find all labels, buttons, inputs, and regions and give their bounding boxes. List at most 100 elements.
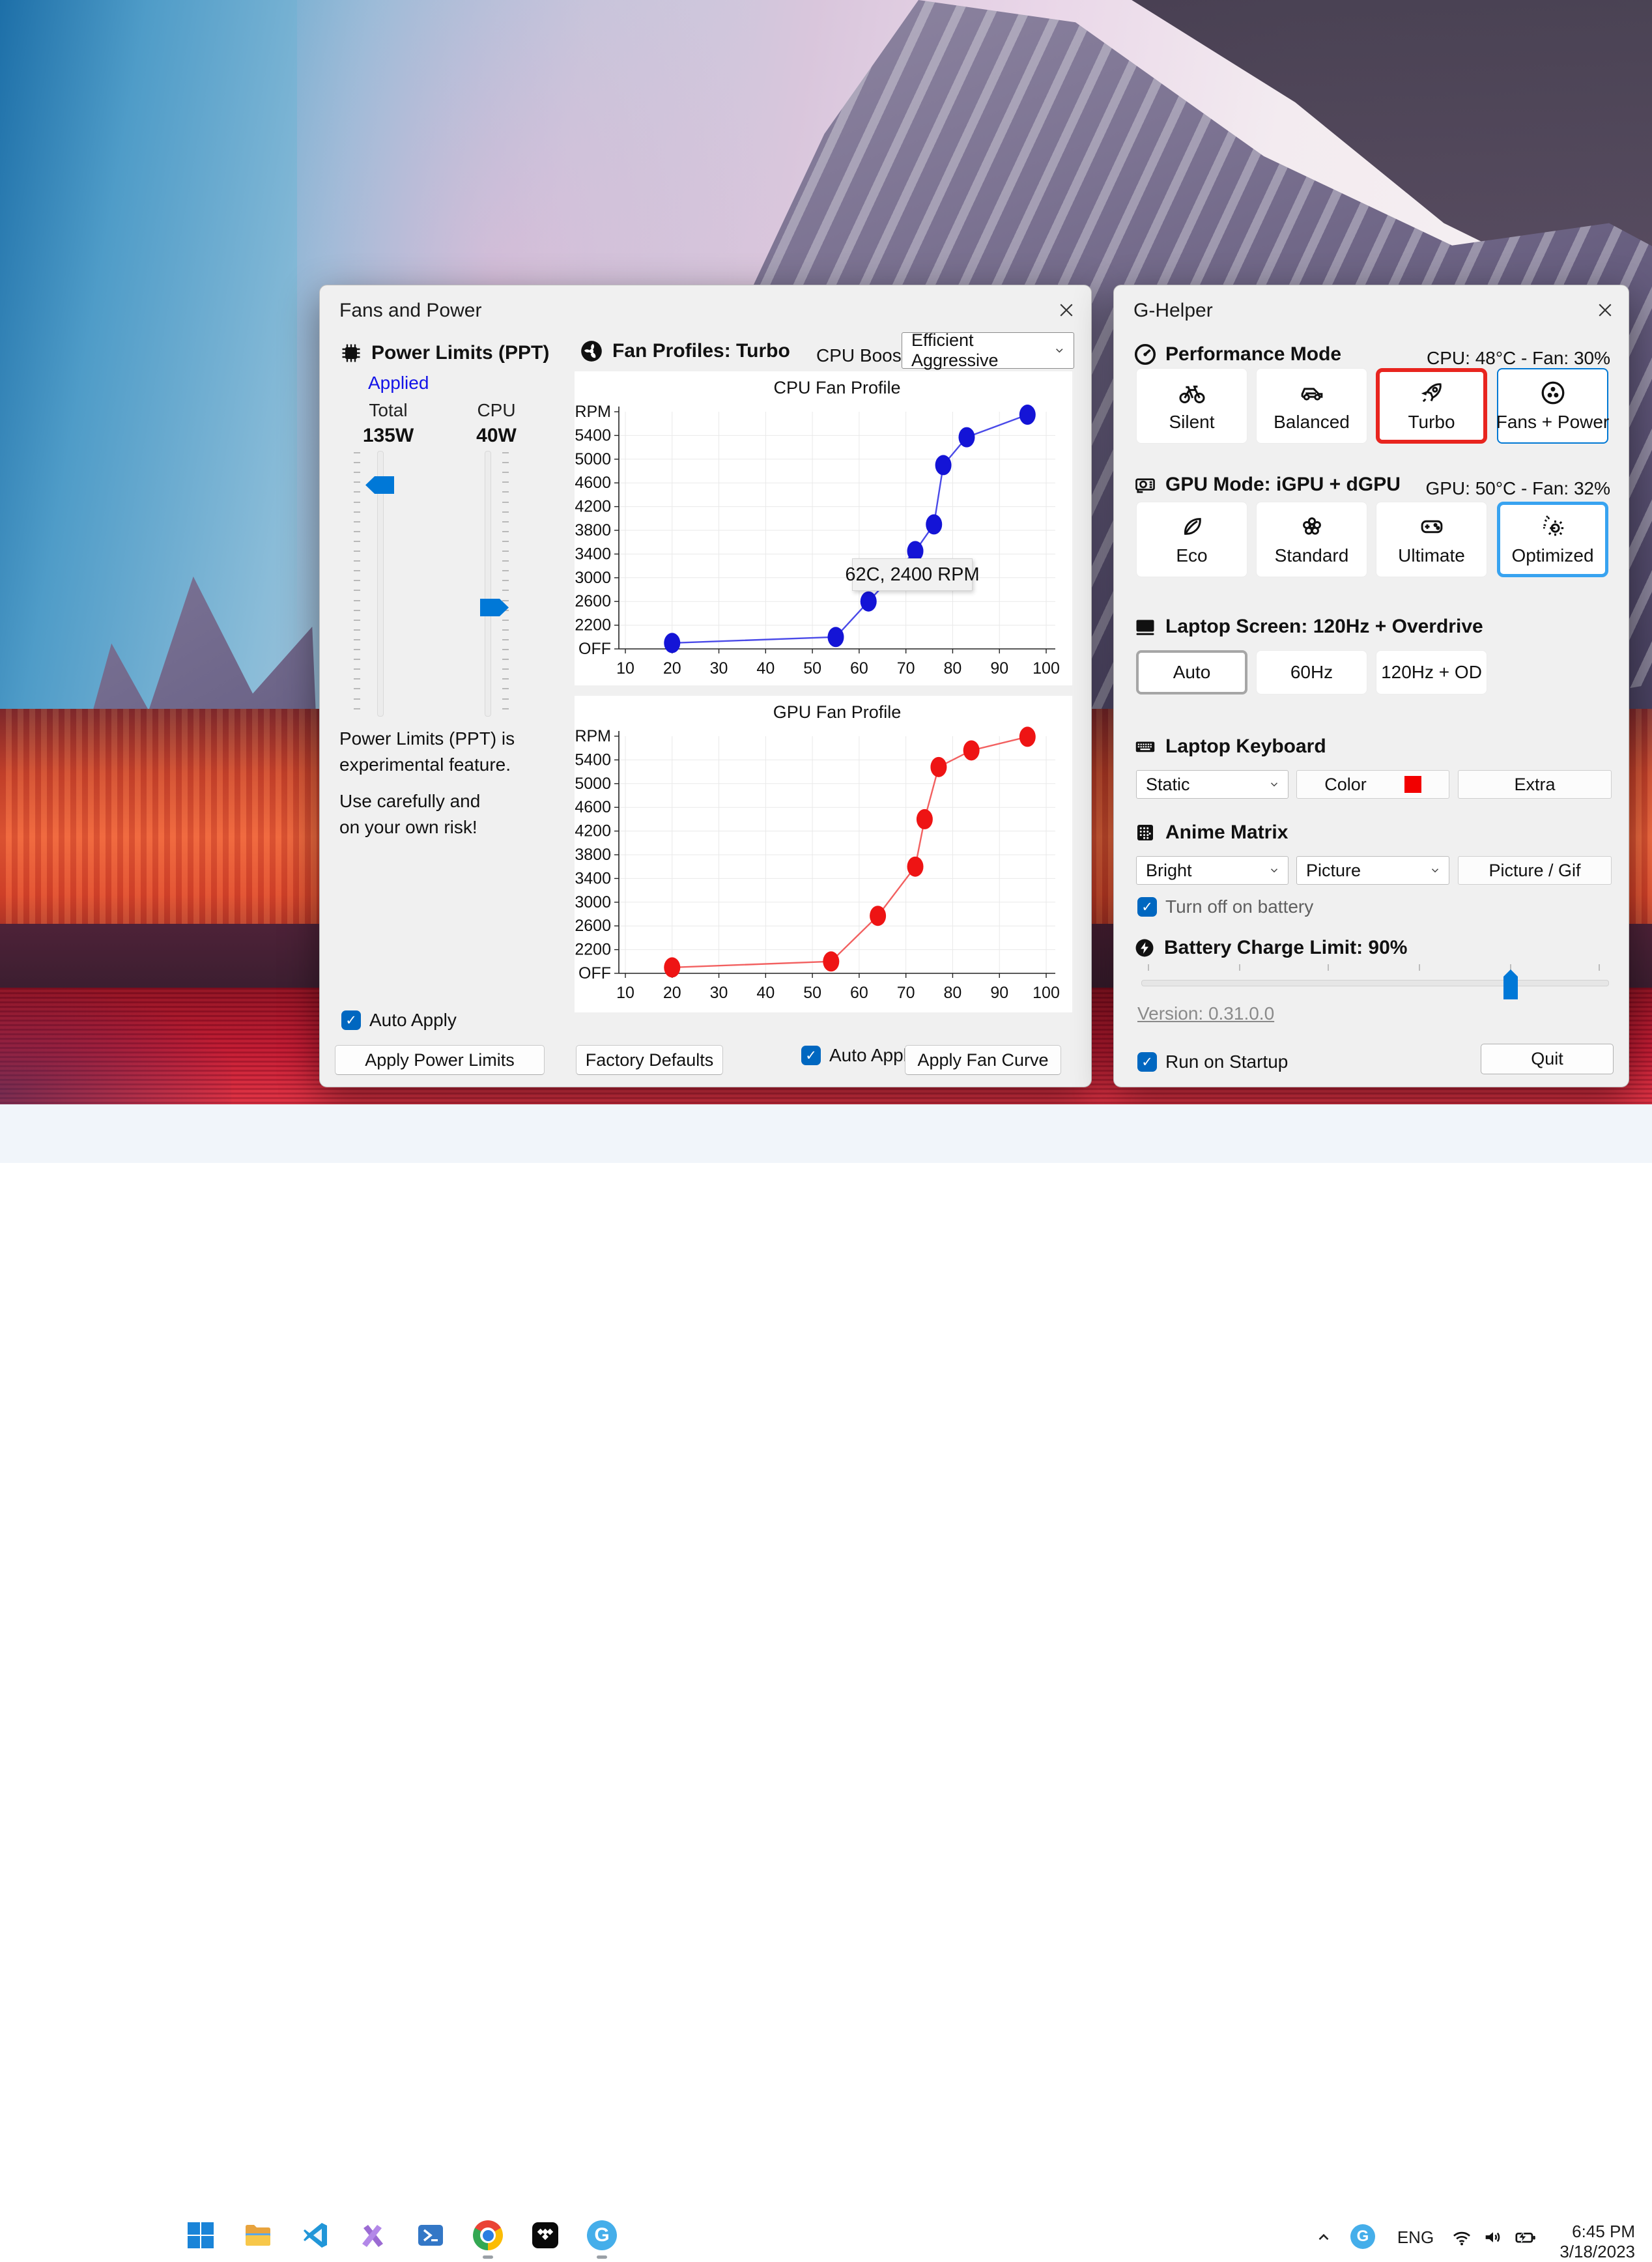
- version-link[interactable]: Version: 0.31.0.0: [1137, 1003, 1274, 1024]
- g-helper-glyph: G: [594, 2224, 609, 2246]
- cpu-boost-dropdown[interactable]: Efficient Aggressive: [902, 332, 1074, 369]
- matrix-brightness-dropdown[interactable]: Bright: [1136, 856, 1289, 885]
- close-icon[interactable]: [1052, 296, 1081, 324]
- apply-fan-curve-button[interactable]: Apply Fan Curve: [905, 1045, 1061, 1075]
- warning-line-2: experimental feature.: [339, 752, 515, 778]
- svg-text:30: 30: [710, 984, 728, 1002]
- svg-text:RPM: RPM: [575, 403, 611, 421]
- tray-date: 3/18/2023: [1559, 2242, 1635, 2262]
- vscode-button[interactable]: [300, 2220, 330, 2250]
- chrome-button[interactable]: [473, 2220, 503, 2250]
- cpu-boost-label: CPU Boost: [816, 345, 907, 366]
- total-power-slider-handle[interactable]: [365, 476, 394, 494]
- visual-studio-icon: [358, 2220, 388, 2250]
- svg-text:80: 80: [944, 984, 962, 1002]
- mode-button-label: Fans + Power: [1496, 412, 1610, 433]
- laptop-screen-heading: Laptop Screen: 120Hz + Overdrive: [1165, 616, 1483, 638]
- svg-text:3000: 3000: [575, 569, 611, 587]
- tidal-button[interactable]: [530, 2220, 560, 2250]
- fan-profiles-heading: Fan Profiles: Turbo: [612, 340, 790, 362]
- leaf-icon: [1178, 513, 1206, 540]
- apply-power-limits-button[interactable]: Apply Power Limits: [335, 1045, 545, 1075]
- fan-auto-apply-checkbox[interactable]: ✓: [801, 1046, 821, 1065]
- g-helper-button[interactable]: G: [587, 2220, 617, 2250]
- chevron-down-icon: [1268, 779, 1280, 790]
- fans-window-title: Fans and Power: [339, 300, 481, 322]
- applied-link[interactable]: Applied: [368, 373, 429, 394]
- volume-icon[interactable]: [1481, 2226, 1505, 2249]
- file-explorer-button[interactable]: [243, 2220, 273, 2250]
- g-helper-glyph: G: [1357, 2227, 1369, 2246]
- mode-button-label: Eco: [1176, 545, 1207, 566]
- keyboard-mode-dropdown[interactable]: Static: [1136, 770, 1289, 799]
- start-button[interactable]: [186, 2220, 216, 2250]
- svg-text:3400: 3400: [575, 545, 611, 563]
- svg-text:70: 70: [897, 659, 915, 678]
- gpu-standard-button[interactable]: Standard: [1256, 502, 1367, 577]
- cpu-power-slider[interactable]: [485, 451, 491, 717]
- check-icon: ✓: [805, 1048, 817, 1063]
- mode-button-label: Optimized: [1511, 545, 1593, 566]
- tray-chevron-up[interactable]: [1312, 2226, 1335, 2249]
- svg-text:2600: 2600: [575, 592, 611, 610]
- turn-off-on-battery-checkbox[interactable]: ✓: [1137, 897, 1157, 917]
- battery-charge-slider[interactable]: [1141, 980, 1609, 986]
- svg-text:50: 50: [803, 984, 821, 1002]
- performance-mode-heading: Performance Mode: [1165, 343, 1341, 365]
- svg-text:2600: 2600: [575, 917, 611, 935]
- battery-charging-icon[interactable]: [1513, 2226, 1539, 2249]
- tray-g-helper-icon[interactable]: G: [1350, 2224, 1375, 2249]
- svg-text:5000: 5000: [575, 775, 611, 793]
- cpu-power-slider-handle[interactable]: [480, 599, 509, 616]
- mode-turbo-button[interactable]: Turbo: [1376, 368, 1487, 444]
- tray-clock[interactable]: 6:45 PM 3/18/2023: [1559, 2222, 1635, 2262]
- mode-balanced-button[interactable]: Balanced: [1256, 368, 1367, 444]
- run-on-startup-checkbox[interactable]: ✓: [1137, 1052, 1157, 1072]
- gpu-fan-chart[interactable]: GPU Fan ProfileOFF2200260030003400380042…: [575, 696, 1072, 1010]
- matrix-picture-gif-button[interactable]: Picture / Gif: [1458, 856, 1612, 885]
- ghelper-titlebar[interactable]: G-Helper: [1114, 285, 1629, 335]
- svg-text:4200: 4200: [575, 498, 611, 516]
- visual-studio-button[interactable]: [358, 2220, 388, 2250]
- power-auto-apply-label: Auto Apply: [369, 1010, 457, 1031]
- svg-text:3800: 3800: [575, 521, 611, 539]
- powershell-button[interactable]: [416, 2220, 446, 2250]
- svg-text:100: 100: [1032, 984, 1060, 1002]
- svg-text:4600: 4600: [575, 474, 611, 492]
- mode-fans-power-button[interactable]: Fans + Power: [1497, 368, 1608, 444]
- gpu-eco-button[interactable]: Eco: [1136, 502, 1247, 577]
- fan-auto-apply-row: ✓ Auto Apply: [801, 1045, 917, 1066]
- mode-button-label: Turbo: [1408, 412, 1455, 433]
- matrix-mode-dropdown[interactable]: Picture: [1296, 856, 1449, 885]
- ghelper-title: G-Helper: [1133, 300, 1213, 322]
- keyboard-color-button[interactable]: Color: [1296, 770, 1449, 799]
- svg-text:5400: 5400: [575, 751, 611, 769]
- gpu-optimized-button[interactable]: Optimized: [1497, 502, 1608, 577]
- chevron-down-icon: [1053, 344, 1066, 357]
- screen-60hz-button[interactable]: 60Hz: [1256, 650, 1367, 694]
- fans-window-titlebar[interactable]: Fans and Power: [320, 285, 1091, 335]
- battery-bolt-icon: [1133, 937, 1156, 959]
- screen-120hz-od-button[interactable]: 120Hz + OD: [1376, 650, 1487, 694]
- total-slider-label: Total: [352, 400, 424, 421]
- tray-language[interactable]: ENG: [1396, 2227, 1435, 2248]
- cpu-fan-chart[interactable]: CPU Fan ProfileOFF2200260030003400380042…: [575, 371, 1072, 685]
- gpu-ultimate-button[interactable]: Ultimate: [1376, 502, 1487, 577]
- gpu-card-icon: [1133, 473, 1157, 496]
- power-auto-apply-checkbox[interactable]: ✓: [341, 1010, 361, 1030]
- close-icon[interactable]: [1591, 296, 1619, 324]
- tray-time: 6:45 PM: [1559, 2222, 1635, 2242]
- battery-slider-handle[interactable]: [1503, 969, 1518, 999]
- svg-text:5400: 5400: [575, 426, 611, 444]
- monitor-icon: [1133, 615, 1157, 638]
- factory-defaults-button[interactable]: Factory Defaults: [576, 1045, 723, 1075]
- fan-settings-icon: [1539, 379, 1567, 407]
- quit-button[interactable]: Quit: [1481, 1044, 1614, 1074]
- mode-silent-button[interactable]: Silent: [1136, 368, 1247, 444]
- keyboard-extra-button[interactable]: Extra: [1458, 770, 1612, 799]
- wifi-icon[interactable]: [1450, 2226, 1474, 2249]
- screen-auto-button[interactable]: Auto: [1136, 650, 1247, 694]
- check-icon: ✓: [1141, 1054, 1153, 1070]
